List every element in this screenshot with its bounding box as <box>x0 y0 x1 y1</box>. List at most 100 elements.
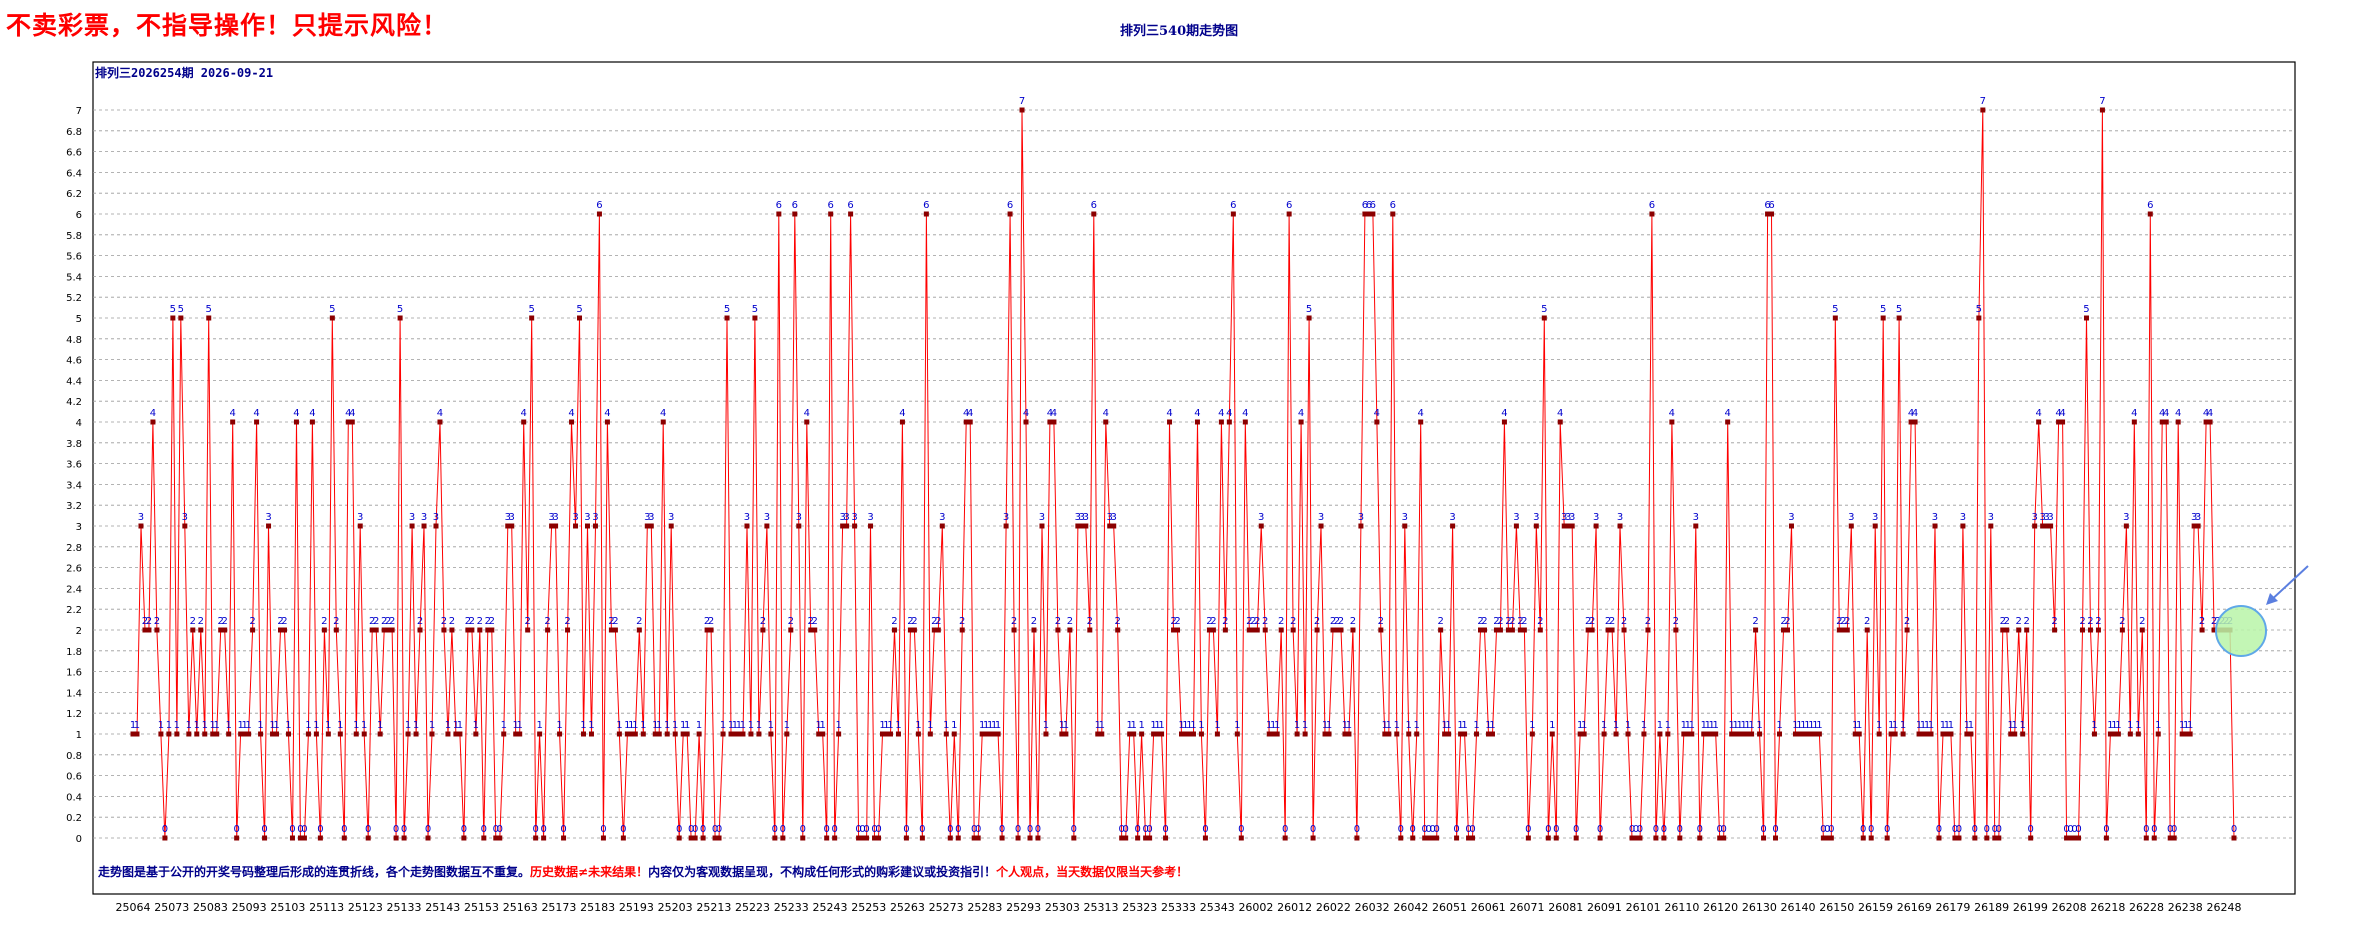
data-label: 0 <box>919 824 925 835</box>
x-tick-label: 26120 <box>1703 901 1738 914</box>
data-point <box>1442 731 1448 737</box>
data-point <box>2131 419 2137 425</box>
data-label: 0 <box>297 824 303 835</box>
data-point <box>624 731 630 737</box>
data-point <box>1964 731 1970 737</box>
data-label: 6 <box>827 200 833 211</box>
data-point <box>1410 835 1416 841</box>
data-label: 2 <box>1844 616 1850 627</box>
data-point <box>1079 523 1085 529</box>
data-label: 2 <box>1493 616 1499 627</box>
data-label: 0 <box>1525 824 1531 835</box>
data-point <box>2004 627 2010 633</box>
data-point <box>537 731 543 737</box>
data-point <box>1848 523 1854 529</box>
data-label: 2 <box>1673 616 1679 627</box>
data-label: 2 <box>1605 616 1611 627</box>
data-point <box>401 835 407 841</box>
data-point <box>2175 419 2181 425</box>
data-point <box>720 731 726 737</box>
data-point <box>1159 731 1165 737</box>
data-label: 3 <box>1533 512 1539 523</box>
data-point <box>321 627 327 633</box>
data-point <box>1163 835 1169 841</box>
data-point <box>1294 731 1300 737</box>
data-label: 2 <box>1115 616 1121 627</box>
data-label: 1 <box>1685 720 1691 731</box>
data-point <box>1262 627 1268 633</box>
data-point <box>604 419 610 425</box>
data-label: 1 <box>1812 720 1818 731</box>
data-label: 0 <box>1027 824 1033 835</box>
x-tick-label: 26130 <box>1742 901 1777 914</box>
y-tick-label: 0 <box>76 834 82 845</box>
data-label: 4 <box>1669 408 1675 419</box>
data-label: 0 <box>1142 824 1148 835</box>
data-point <box>433 523 439 529</box>
y-axis-ticks: 0 0.2 0.4 0.6 0.8 1 1.2 1.4 1.6 1.8 2 2.2 2.4 2.6 2.8 3… <box>66 106 82 845</box>
data-point <box>880 731 886 737</box>
data-label: 0 <box>1573 824 1579 835</box>
data-point <box>1741 731 1747 737</box>
data-point <box>1214 731 1220 737</box>
y-tick-label: 0.8 <box>66 751 82 762</box>
data-point <box>2111 731 2117 737</box>
y-tick-label: 3.8 <box>66 439 82 450</box>
data-label: 0 <box>1653 824 1659 835</box>
x-tick-label: 25213 <box>696 901 731 914</box>
data-point <box>1370 211 1376 217</box>
data-point <box>2087 627 2093 633</box>
data-label: 0 <box>1824 824 1830 835</box>
data-point <box>1051 419 1057 425</box>
data-point <box>2179 731 2185 737</box>
data-point <box>293 419 299 425</box>
data-label: 0 <box>393 824 399 835</box>
data-label: 1 <box>1601 720 1607 731</box>
data-point <box>1230 211 1236 217</box>
data-label: 6 <box>776 200 782 211</box>
y-tick-label: 3.4 <box>66 480 82 491</box>
data-point <box>1458 731 1464 737</box>
data-point <box>620 835 626 841</box>
x-tick-label: 25333 <box>1161 901 1196 914</box>
data-label: 1 <box>225 720 231 731</box>
data-point <box>529 315 535 321</box>
data-label: 5 <box>1880 304 1886 315</box>
data-point <box>377 731 383 737</box>
data-point <box>1781 627 1787 633</box>
data-point <box>553 523 559 529</box>
data-point <box>592 523 598 529</box>
data-point <box>935 627 941 633</box>
data-point <box>457 731 463 737</box>
data-point <box>1286 211 1292 217</box>
data-label: 4 <box>1298 408 1304 419</box>
y-tick-label: 1.2 <box>66 709 82 720</box>
data-label: 5 <box>178 304 184 315</box>
data-point <box>1414 731 1420 737</box>
data-point <box>485 627 491 633</box>
x-axis-ticks: 25064 25073 25083 25093 25103 25113 25123 25133… <box>116 901 2242 914</box>
data-label: 1 <box>130 720 136 731</box>
data-label: 2 <box>222 616 228 627</box>
data-point <box>947 835 953 841</box>
highlight-circle <box>2215 605 2267 657</box>
data-label: 3 <box>1693 512 1699 523</box>
data-point <box>712 835 718 841</box>
data-label: 2 <box>1477 616 1483 627</box>
data-label: 0 <box>2231 824 2237 835</box>
data-point <box>1023 419 1029 425</box>
data-label: 2 <box>1314 616 1320 627</box>
data-label: 5 <box>1541 304 1547 315</box>
data-point <box>672 731 678 737</box>
data-label: 6 <box>2147 200 2153 211</box>
data-point <box>2091 731 2097 737</box>
data-point <box>166 731 172 737</box>
data-point <box>756 731 762 737</box>
data-label: 0 <box>1071 824 1077 835</box>
data-point <box>1198 731 1204 737</box>
data-point <box>577 315 583 321</box>
data-point <box>1557 419 1563 425</box>
x-tick-label: 25303 <box>1045 901 1080 914</box>
data-point <box>1254 627 1260 633</box>
data-point <box>545 627 551 633</box>
